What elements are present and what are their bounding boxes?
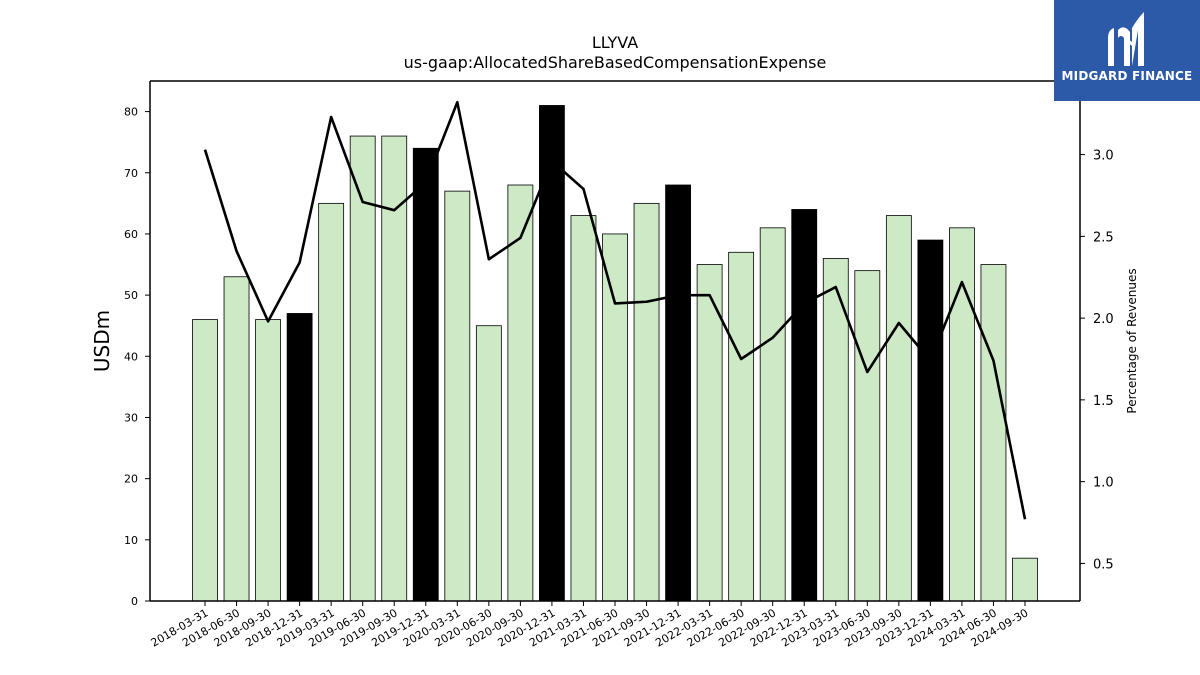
- y-tick-label: 10: [124, 534, 138, 547]
- midgard-finance-logo: MIDGARD FINANCE: [1054, 0, 1200, 101]
- bar: [507, 184, 534, 602]
- bar: [791, 209, 818, 602]
- percentage-line: [203, 100, 1027, 520]
- y2-tick-label: 1.0: [1093, 476, 1114, 491]
- y-tick-label: 50: [124, 289, 138, 302]
- bar: [822, 258, 849, 602]
- y-axis-label: USDm: [90, 310, 114, 372]
- y-tick-label: 40: [124, 350, 138, 363]
- bar: [1012, 557, 1038, 602]
- bar: [633, 202, 660, 602]
- y-tick-label: 70: [124, 167, 138, 180]
- y2-tick-label: 2.5: [1093, 230, 1114, 245]
- y-tick-label: 0: [131, 595, 138, 608]
- bar: [539, 105, 565, 602]
- chart-title: LLYVA: [591, 33, 639, 52]
- bar: [412, 147, 439, 602]
- bar: [192, 319, 218, 602]
- bar: [728, 251, 755, 602]
- bar: [255, 319, 281, 602]
- bar: [286, 313, 313, 602]
- logo-text: MIDGARD FINANCE: [1061, 69, 1193, 83]
- bar: [318, 202, 345, 602]
- bar: [949, 227, 975, 602]
- bar: [917, 239, 944, 602]
- bar: [602, 233, 628, 602]
- bar: [759, 227, 786, 602]
- bar: [696, 264, 723, 602]
- y2-tick-label: 1.5: [1093, 394, 1114, 409]
- bar: [475, 325, 502, 602]
- y2-tick-label: 2.0: [1093, 312, 1114, 327]
- y2-axis-label: Percentage of Revenues: [1125, 268, 1139, 413]
- y-tick-label: 30: [124, 411, 138, 424]
- y2-tick-label: 3.0: [1093, 149, 1114, 164]
- chart-subtitle: us-gaap:AllocatedShareBasedCompensationE…: [403, 53, 827, 72]
- midgard-logo-icon: [1108, 12, 1144, 66]
- bar: [980, 264, 1007, 602]
- bar: [665, 184, 691, 602]
- y-tick-label: 80: [124, 106, 138, 119]
- bar: [570, 215, 597, 602]
- bar: [223, 276, 250, 602]
- y-tick-label: 20: [124, 473, 138, 486]
- bar: [885, 215, 912, 602]
- bar: [349, 135, 376, 602]
- bar: [381, 135, 408, 602]
- bar: [854, 270, 881, 602]
- bar: [444, 190, 471, 602]
- y2-tick-label: 0.5: [1093, 557, 1114, 572]
- y-tick-label: 60: [124, 228, 138, 241]
